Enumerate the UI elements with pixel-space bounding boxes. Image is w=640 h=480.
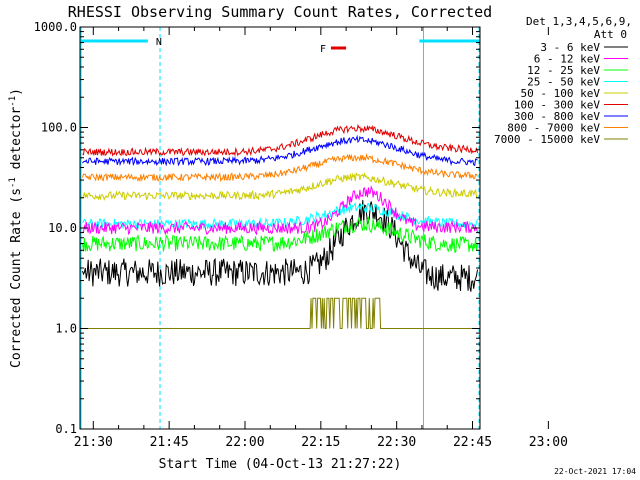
x-tick-label: 22:30: [377, 435, 416, 450]
legend-label: 12 - 25 keV: [527, 64, 600, 77]
y-tick-label: 10.0: [48, 221, 77, 235]
footer-date: 22-Oct-2021 17:04: [554, 467, 636, 476]
x-tick-label: 22:45: [453, 435, 492, 450]
legend-label: 100 - 300 keV: [514, 99, 600, 112]
series-layer: [82, 123, 478, 329]
y-axis-label-pre: Corrected Count Rate (s: [9, 188, 24, 368]
series-line: [82, 134, 478, 167]
legend-label: 800 - 7000 keV: [507, 122, 600, 135]
series-line: [82, 215, 478, 253]
legend-label: 3 - 6 keV: [540, 41, 600, 54]
y-axis-label-post: ): [9, 88, 24, 96]
x-tick-label: 23:00: [529, 435, 568, 450]
y-tick-label: 1000.0: [34, 20, 77, 34]
series-line: [82, 297, 478, 329]
series-line: [82, 123, 478, 157]
detectors-label: Det 1,3,4,5,6,9,: [526, 15, 632, 28]
series-line: [82, 171, 478, 201]
y-axis-label-sup2: -1: [8, 96, 18, 107]
y-tick-label: 1.0: [55, 322, 77, 336]
y-axis: 1000.0 100.0 10.0 1.0 0.1: [34, 20, 480, 436]
legend-label: 6 - 12 keV: [534, 53, 601, 66]
x-axis: 21:30 21:45 22:00 22:15 22:30 22:45 23:00: [74, 27, 568, 450]
series-line: [82, 152, 478, 183]
x-axis-label: Start Time (04-Oct-13 21:27:22): [159, 457, 402, 472]
x-tick-label: 21:30: [74, 435, 113, 450]
y-tick-label: 0.1: [55, 422, 77, 436]
attenuator-label: Att 0: [594, 28, 627, 41]
series-line: [82, 199, 478, 292]
legend-label: 50 - 100 keV: [521, 87, 601, 100]
flag-label: N: [156, 37, 162, 48]
flag-label: F: [320, 44, 326, 55]
legend-label: 25 - 50 keV: [527, 76, 600, 89]
y-tick-label: 100.0: [41, 121, 77, 135]
series-line: [82, 184, 478, 236]
x-tick-label: 22:00: [225, 435, 264, 450]
y-axis-label-mid: detector: [9, 107, 24, 178]
x-tick-label: 21:45: [150, 435, 189, 450]
x-tick-label: 22:15: [301, 435, 340, 450]
legend-label: 300 - 800 keV: [514, 110, 600, 123]
y-axis-label: Corrected Count Rate (s-1 detector-1): [8, 88, 24, 368]
chart-title: RHESSI Observing Summary Count Rates, Co…: [68, 3, 492, 21]
flags: NF: [80, 37, 480, 55]
y-axis-label-sup1: -1: [8, 177, 18, 188]
legend-label: 7000 - 15000 keV: [494, 133, 600, 146]
